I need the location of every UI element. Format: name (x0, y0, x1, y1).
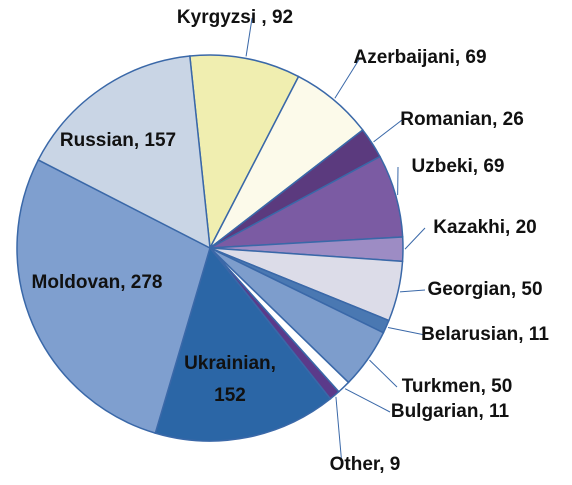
slice-label: Russian, 157 (59, 130, 177, 151)
slice-label: Other, 9 (329, 454, 401, 475)
pie-slice (154, 246, 332, 442)
slice-label: Uzbeki, 69 (411, 156, 505, 177)
leader-line (335, 396, 343, 466)
slice-label: Belarusian, 11 (421, 324, 549, 345)
leader-line (404, 227, 426, 250)
slice-label: Ukrainian, 152 (184, 353, 276, 406)
leader-line (334, 57, 361, 99)
leader-line (344, 388, 391, 413)
slice-label: Turkmen, 50 (401, 376, 513, 397)
slice-label: Kazakhi, 20 (433, 217, 537, 238)
slice-label: Kyrgyzsi , 92 (176, 7, 294, 28)
pie-slice (16, 158, 211, 435)
leader-line (399, 289, 426, 293)
slice-label: Azerbaijani, 69 (353, 47, 487, 68)
slice-label: Georgian, 50 (427, 279, 543, 300)
pie-slice (189, 54, 300, 251)
leader-line (369, 359, 398, 388)
pie-slice (37, 55, 211, 250)
slice-label: Moldovan, 278 (31, 272, 163, 293)
leader-line (387, 327, 426, 336)
leader-line (373, 119, 403, 143)
slice-label: Bulgarian, 11 (390, 401, 510, 422)
leader-line (245, 17, 253, 57)
slice-label: Romanian, 26 (400, 109, 524, 130)
